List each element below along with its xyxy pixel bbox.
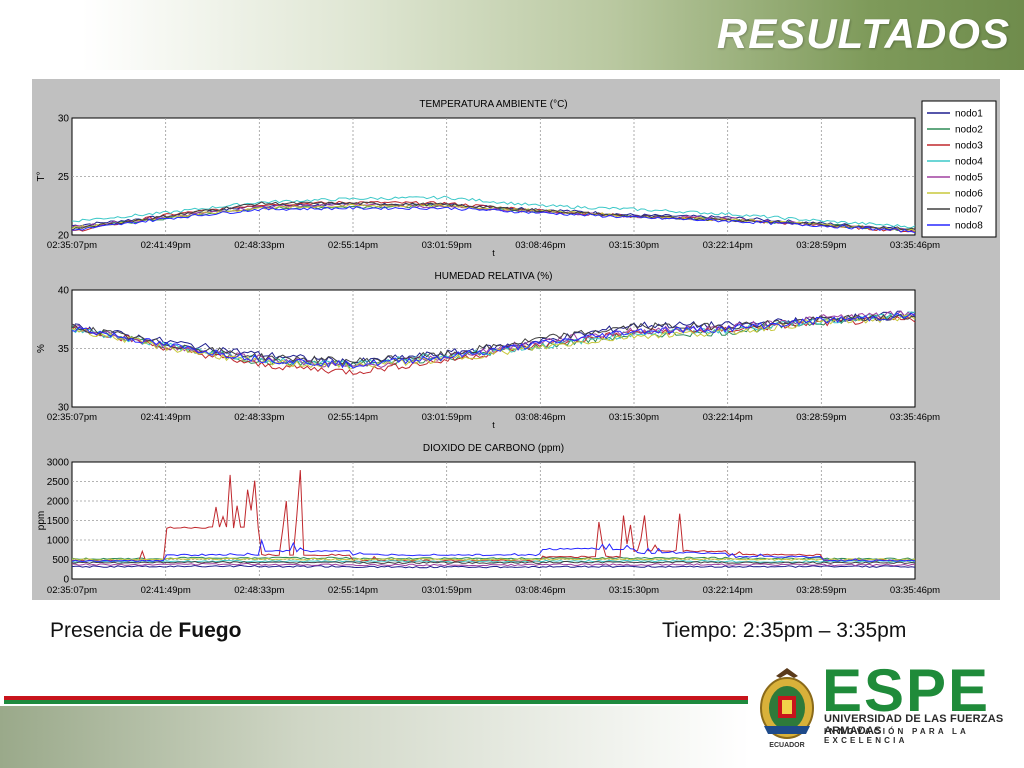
x-tick-label: 02:35:07pm [47,412,97,423]
legend-label-nodo4: nodo4 [955,157,983,168]
series-line-nodo6 [71,314,916,370]
y-tick-label: 1500 [47,516,70,527]
x-tick-label: 03:35:46pm [890,585,940,596]
chart-title: DIOXIDO DE CARBONO (ppm) [423,443,564,454]
university-crest-icon [760,668,814,739]
x-tick-label: 02:35:07pm [47,240,97,251]
x-tick-label: 03:28:59pm [796,585,846,596]
x-tick-label: 03:08:46pm [515,585,565,596]
x-axis-label: t [492,248,495,258]
y-tick-label: 20 [58,231,70,242]
footer-stripe-red [4,696,748,700]
footer-band [0,706,750,768]
y-tick-label: 1000 [47,536,70,547]
y-axis-label: T° [36,171,47,181]
y-tick-label: 30 [58,403,70,414]
x-tick-label: 02:48:33pm [234,585,284,596]
legend-label-nodo2: nodo2 [955,125,983,136]
legend-label-nodo3: nodo3 [955,141,983,152]
series-line-nodo7 [71,560,916,564]
x-tick-label: 02:55:14pm [328,412,378,423]
x-tick-label: 02:55:14pm [328,585,378,596]
series-line-nodo7 [71,313,916,365]
y-tick-label: 0 [63,575,69,586]
logo-tagline: INNOVACIÓN PARA LA EXCELENCIA [824,727,969,745]
x-tick-label: 03:22:14pm [703,585,753,596]
series-line-nodo8 [71,206,916,234]
slide-title: RESULTADOS [716,10,1010,57]
x-tick-label: 02:41:49pm [141,240,191,251]
legend-label-nodo6: nodo6 [955,189,983,200]
legend-label-nodo8: nodo8 [955,221,983,232]
x-tick-label: 03:15:30pm [609,412,659,423]
y-tick-label: 2500 [47,477,70,488]
x-tick-label: 03:22:14pm [703,412,753,423]
y-tick-label: 3000 [47,458,70,469]
x-tick-label: 02:41:49pm [141,412,191,423]
x-tick-label: 03:08:46pm [515,240,565,251]
y-tick-label: 25 [58,172,70,183]
x-tick-label: 03:01:59pm [422,412,472,423]
title-bar [0,0,1024,70]
x-tick-label: 02:48:33pm [234,412,284,423]
x-tick-label: 03:22:14pm [703,240,753,251]
series-line-nodo1 [71,564,916,569]
x-tick-label: 03:01:59pm [422,585,472,596]
legend-label-nodo7: nodo7 [955,205,983,216]
x-tick-label: 03:35:46pm [890,412,940,423]
series-line-nodo6 [72,557,916,561]
series-line-nodo8 [71,312,916,369]
logo-university-name: UNIVERSIDAD DE LAS FUERZAS ARMADAS [824,713,1004,737]
chart-title: HUMEDAD RELATIVA (%) [435,271,553,282]
x-tick-label: 02:41:49pm [141,585,191,596]
x-tick-label: 03:35:46pm [890,240,940,251]
y-tick-label: 35 [58,344,70,355]
caption-fire-prefix: Presencia de [50,619,179,642]
x-tick-label: 03:28:59pm [796,412,846,423]
series-line-nodo4 [71,559,916,563]
x-tick-label: 02:55:14pm [328,240,378,251]
y-axis-label: % [36,344,47,353]
legend-label-nodo1: nodo1 [955,109,983,120]
series-line-nodo4 [71,195,916,229]
x-tick-label: 03:08:46pm [515,412,565,423]
y-tick-label: 500 [52,555,69,566]
caption-fire: Presencia de Fuego [50,619,241,643]
y-axis-label: ppm [36,511,47,530]
x-tick-label: 02:35:07pm [47,585,97,596]
chart-title: TEMPERATURA AMBIENTE (°C) [419,99,567,110]
x-tick-label: 03:15:30pm [609,240,659,251]
espe-logo: ECUADOR ESPE UNIVERSIDAD DE LAS FUERZAS … [752,657,1020,760]
x-tick-label: 03:15:30pm [609,585,659,596]
x-axis-label: t [492,420,495,430]
chart-figure: TEMPERATURA AMBIENTE (°C) 02:35:07pm 02:41… [32,79,1000,600]
caption-time: Tiempo: 2:35pm – 3:35pm [662,619,907,642]
series-line-nodo3 [71,470,916,562]
chart-svg: TEMPERATURA AMBIENTE (°C) 02:35:07pm 02:41… [36,99,997,596]
y-tick-label: 40 [58,286,70,297]
y-tick-label: 30 [58,114,70,125]
legend-box [921,100,997,238]
series-line-nodo4 [71,311,916,368]
series-line-nodo8 [71,538,916,562]
footer-stripe-green [4,700,748,704]
crest-caption: ECUADOR [769,742,805,749]
espe-wordmark: ESPE [822,657,991,724]
legend-label-nodo5: nodo5 [955,173,983,184]
y-tick-label: 2000 [47,497,70,508]
x-tick-label: 03:01:59pm [422,240,472,251]
x-tick-label: 02:48:33pm [234,240,284,251]
x-tick-label: 03:28:59pm [796,240,846,251]
caption-fire-bold: Fuego [178,619,242,642]
series-line-nodo5 [71,562,916,567]
series-line-nodo2 [71,556,916,561]
